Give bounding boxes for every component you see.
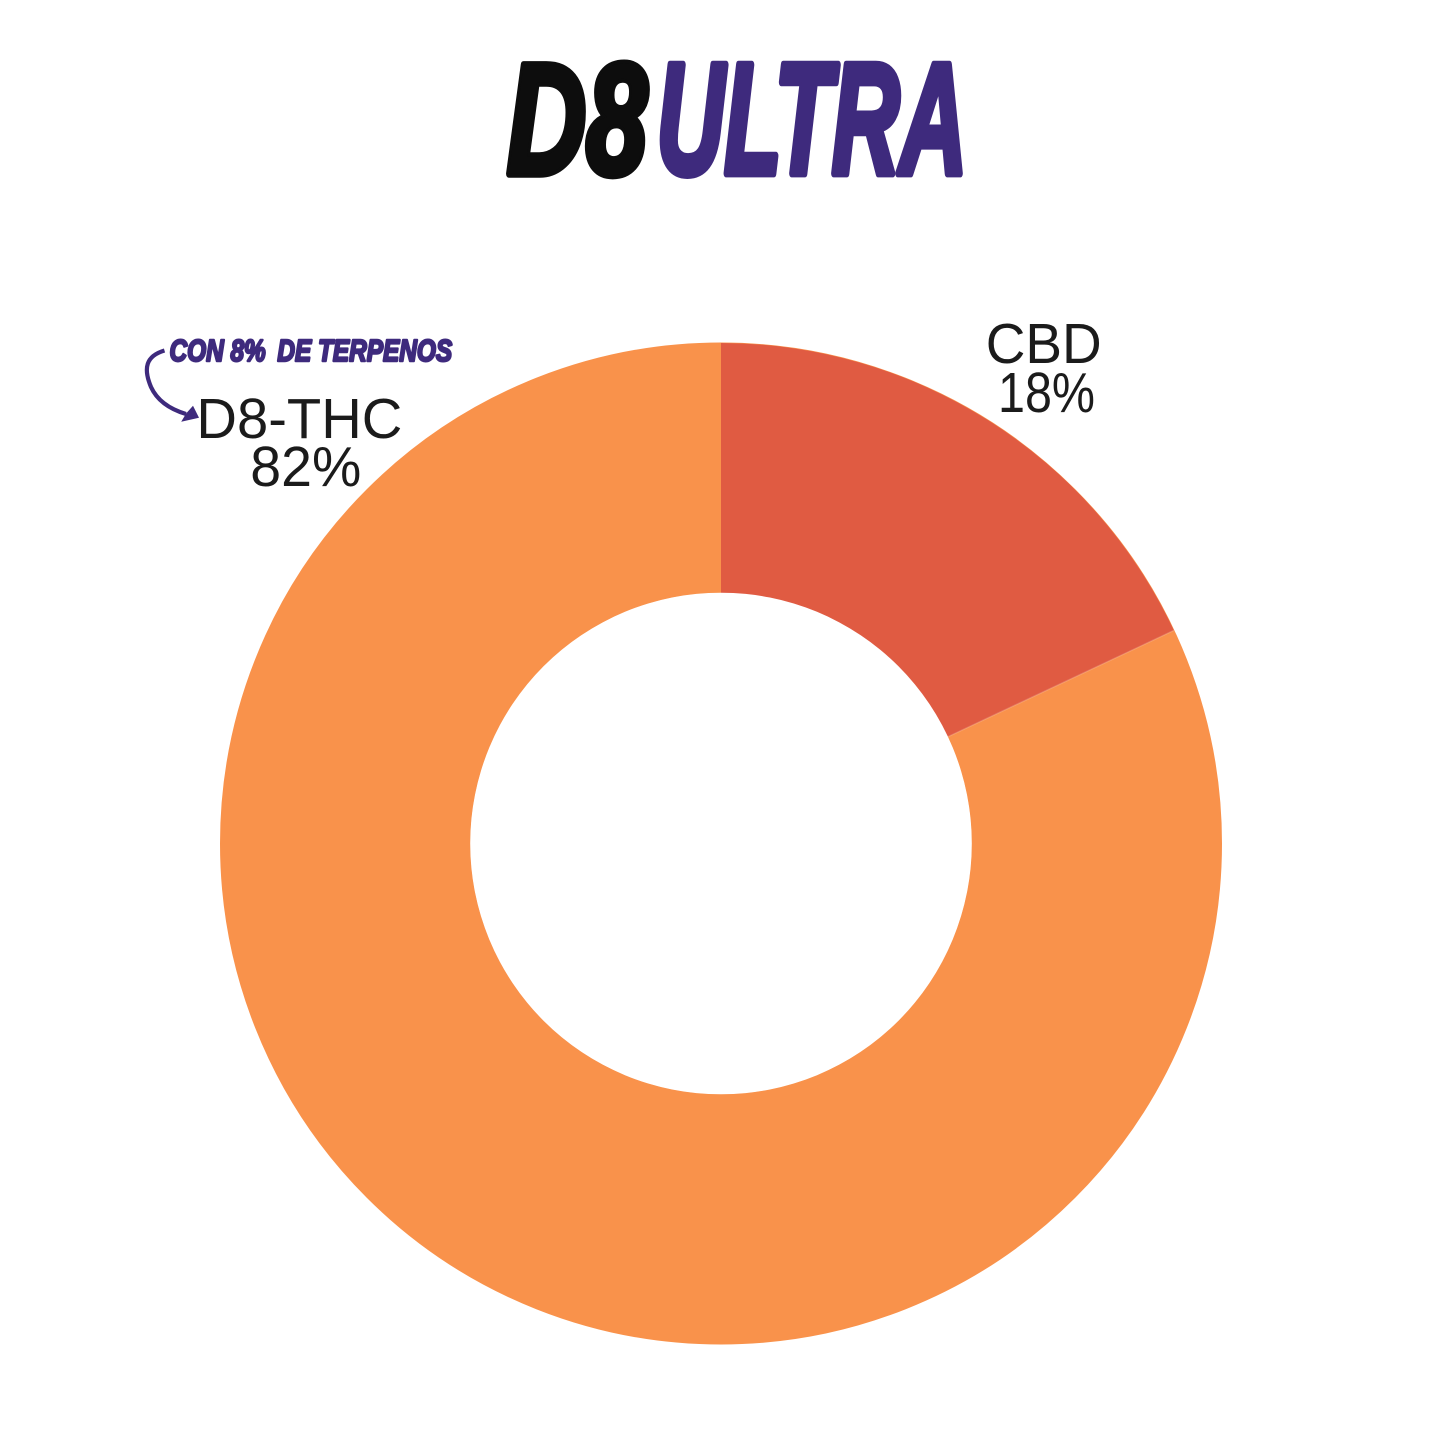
svg-text:18%: 18% [998,361,1095,424]
svg-text:CON 8% DE TERPENOS: CON 8% DE TERPENOS [170,333,453,367]
svg-text:D8-THC: D8-THC [196,387,402,450]
svg-text:82%: 82% [250,435,361,498]
svg-text:D8: D8 [507,31,648,208]
svg-text:ULTRA: ULTRA [657,30,968,208]
svg-text:CBD: CBD [986,312,1102,375]
